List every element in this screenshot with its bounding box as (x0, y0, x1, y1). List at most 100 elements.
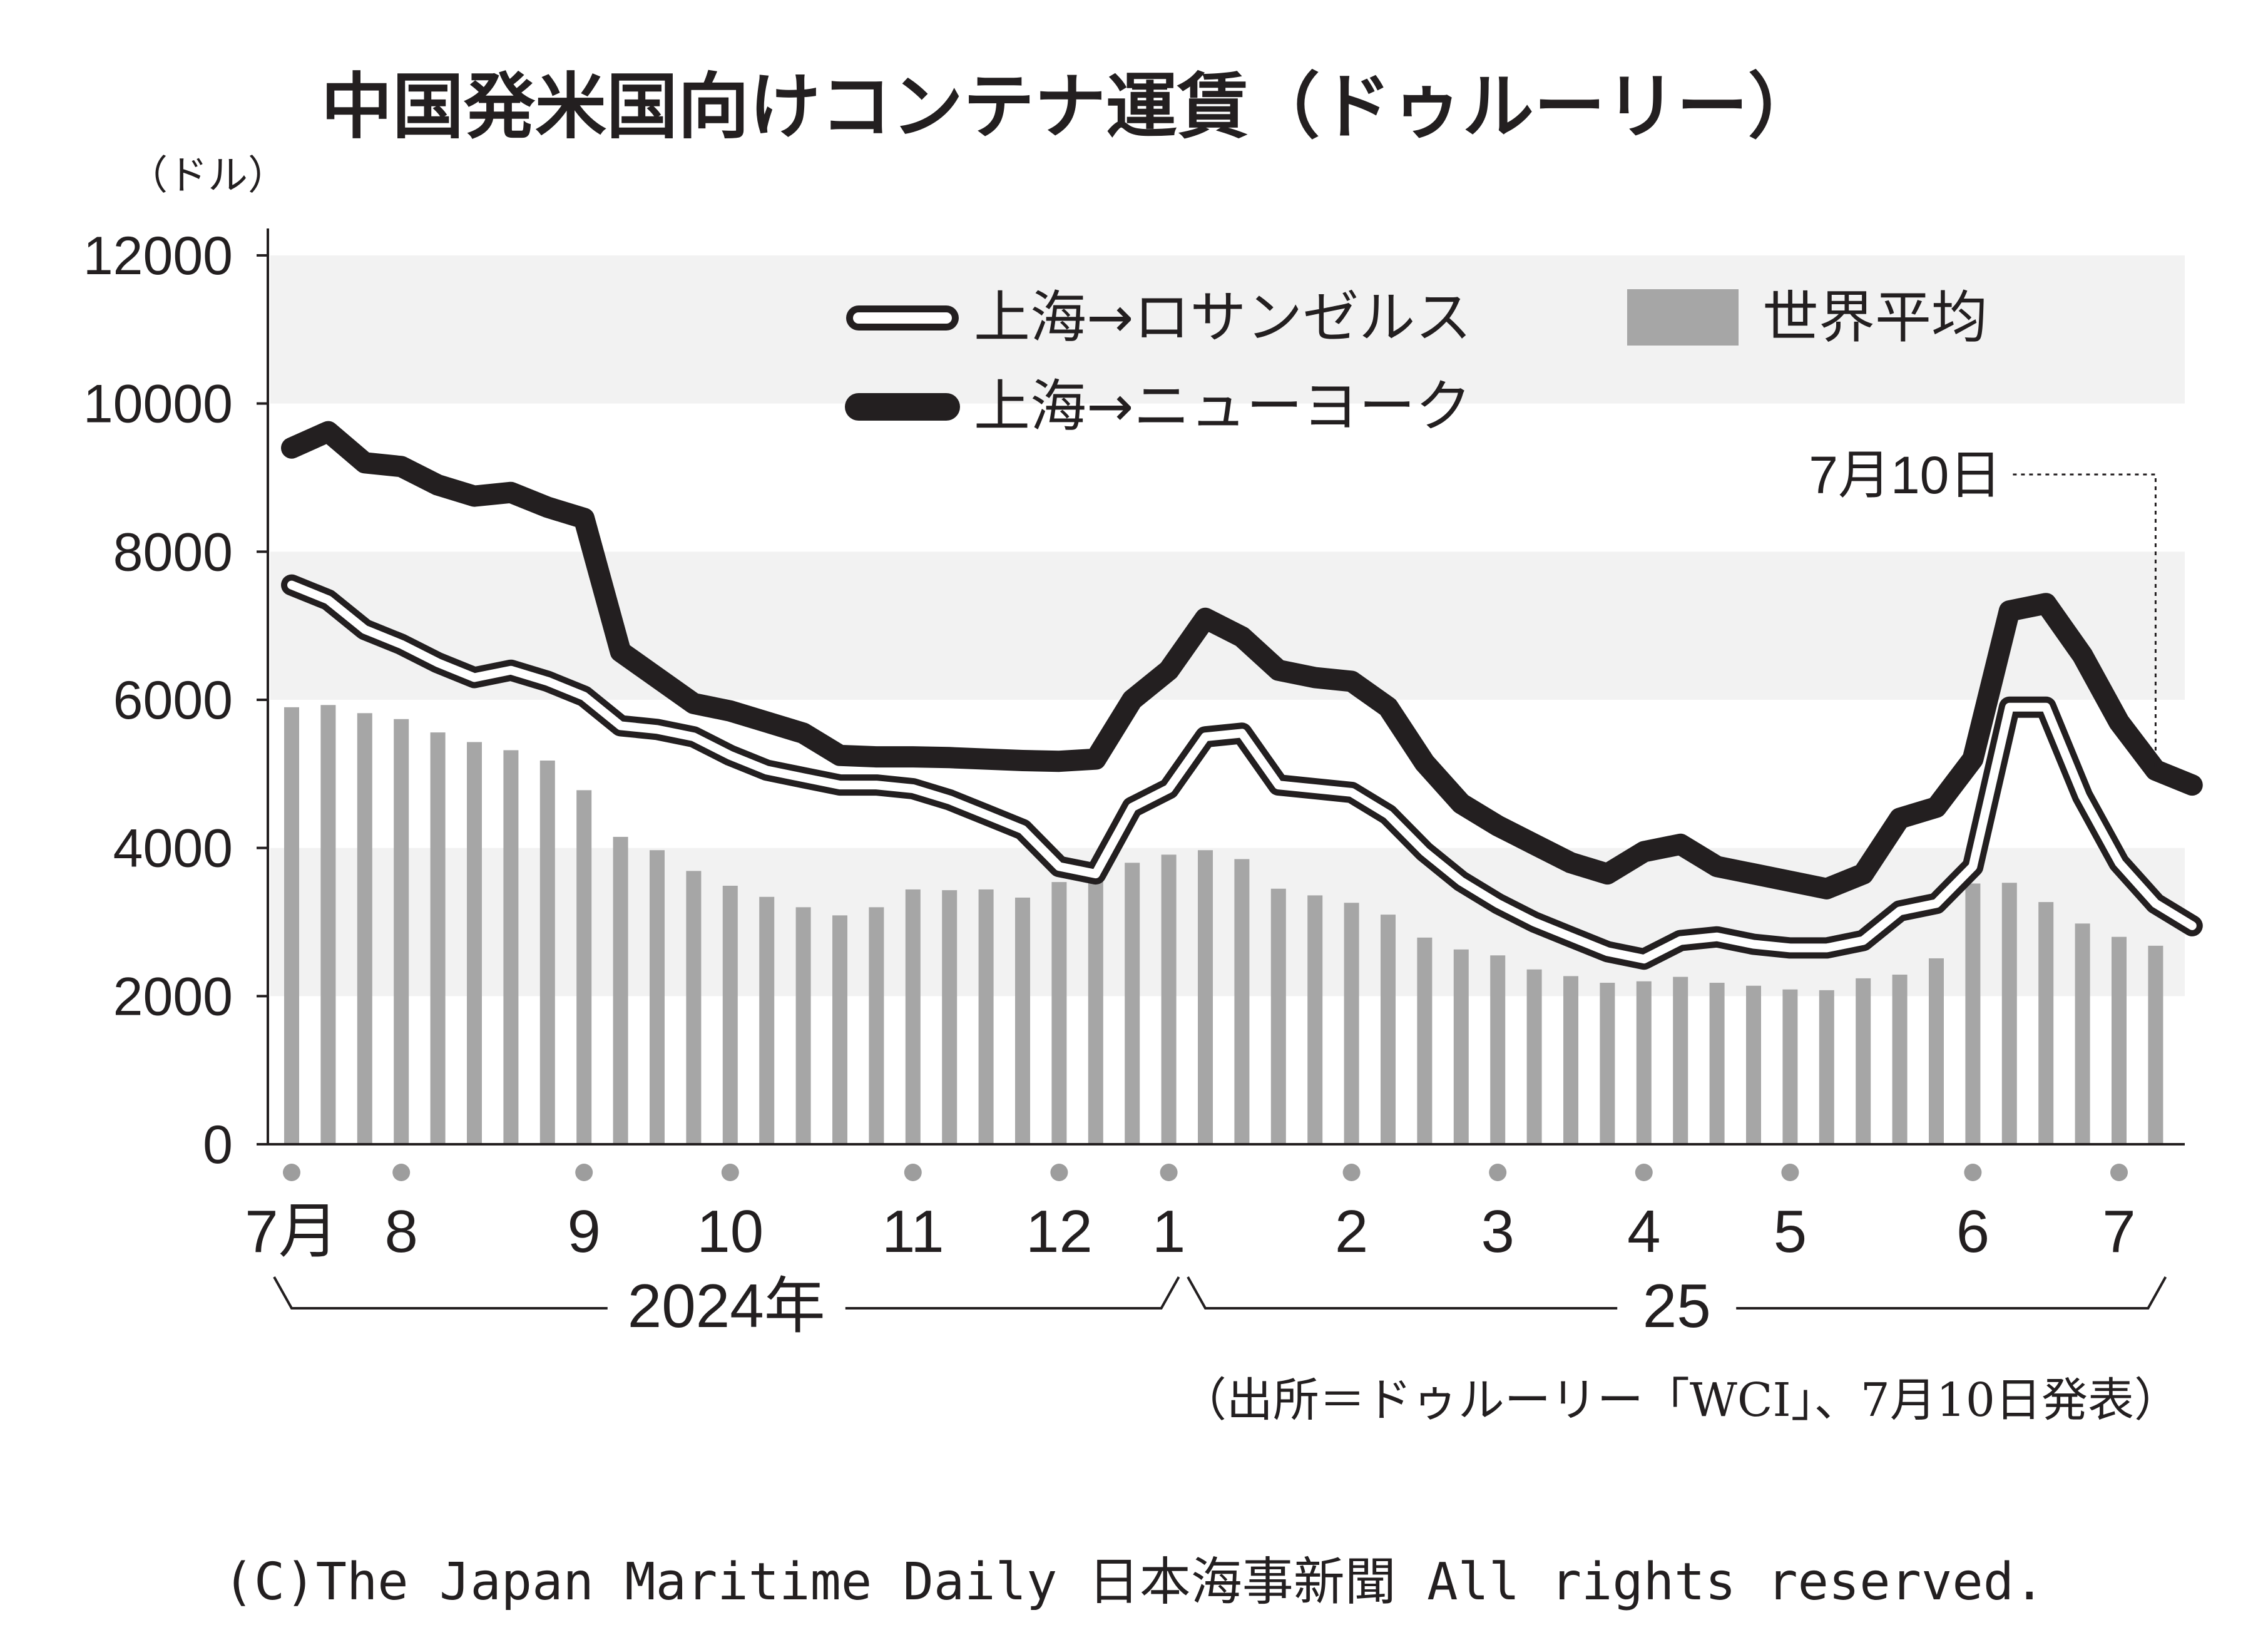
bar (1161, 854, 1177, 1144)
bar (613, 836, 628, 1144)
bar (1417, 937, 1433, 1144)
month-dot (1160, 1164, 1178, 1181)
bar (2001, 883, 2017, 1144)
legend: 上海→ロサンゼルス 上海→ニューヨーク 世界平均 (845, 285, 1988, 439)
month-label: 4 (1627, 1198, 1660, 1265)
annotation-label: 7月10日 (1809, 446, 2001, 505)
bar (1088, 880, 1103, 1144)
month-dot (721, 1164, 739, 1181)
bar (1344, 903, 1359, 1144)
bar (467, 742, 482, 1144)
month-dot (1635, 1164, 1653, 1181)
bar (1270, 888, 1286, 1144)
bar (795, 907, 811, 1144)
legend-label-la: 上海→ロサンゼルス (974, 285, 1471, 351)
month-label: 10 (697, 1198, 764, 1265)
bar (1673, 976, 1688, 1144)
month-dot (1964, 1164, 1982, 1181)
bar (1929, 958, 1944, 1144)
month-label: 12 (1026, 1198, 1093, 1265)
bar (722, 886, 738, 1144)
bar (1563, 976, 1578, 1144)
month-dot (904, 1164, 922, 1181)
bar (1856, 978, 1871, 1144)
bar (1600, 983, 1615, 1144)
year-label: 25 (1643, 1271, 1711, 1340)
month-label: 1 (1152, 1198, 1185, 1265)
annotation-date: 7月10日 (1809, 446, 2157, 773)
bar (1453, 949, 1469, 1144)
bar (832, 915, 847, 1144)
month-label: 9 (568, 1198, 601, 1265)
bar (284, 707, 299, 1144)
bar (1709, 983, 1725, 1144)
y-tick-label: 8000 (113, 522, 233, 582)
bar (978, 889, 994, 1144)
month-dot (2110, 1164, 2128, 1181)
legend-swatch-world (1627, 289, 1739, 346)
year-label: 2024年 (628, 1271, 825, 1340)
bar (503, 750, 519, 1144)
bar (650, 850, 665, 1144)
legend-label-world: 世界平均 (1762, 285, 1988, 351)
bar (759, 896, 775, 1144)
bar (1234, 859, 1250, 1144)
bar (1307, 895, 1323, 1144)
bar (1526, 969, 1542, 1144)
y-tick-label: 10000 (83, 374, 233, 434)
line-la (287, 580, 2197, 964)
y-axis-ticks: 0 2000 4000 6000 8000 10000 12000 (83, 226, 268, 1175)
bar (1965, 883, 1981, 1144)
source-note: （出所＝ドゥルーリー「WCI」、7月10日発表） (1180, 1373, 2180, 1427)
bar-series-world-average (284, 705, 2163, 1144)
bar (1746, 985, 1761, 1144)
y-tick-label: 12000 (83, 226, 233, 286)
bar (1490, 955, 1506, 1144)
line-series (281, 421, 2203, 970)
bar (2112, 936, 2127, 1144)
bar (2038, 902, 2054, 1144)
grid-band (270, 255, 2185, 404)
bar (1782, 989, 1798, 1144)
y-tick-label: 4000 (113, 819, 233, 879)
y-tick-label: 6000 (113, 670, 233, 730)
bar (2075, 923, 2090, 1144)
y-tick-label: 2000 (113, 966, 233, 1027)
month-dot (575, 1164, 593, 1181)
bar (320, 705, 336, 1144)
legend-label-ny: 上海→ニューヨーク (974, 374, 1471, 439)
bar (1015, 897, 1030, 1144)
year-groups: 2024年 25 (273, 1271, 2167, 1340)
month-dot (1781, 1164, 1799, 1181)
copyright: (C)The Japan Maritime Daily 日本海事新聞 All r… (223, 1552, 2045, 1612)
month-dot (392, 1164, 411, 1181)
bar (539, 761, 555, 1144)
bar (2148, 945, 2163, 1144)
bar (1125, 863, 1140, 1144)
month-label: 7 (2102, 1198, 2135, 1265)
month-dot (1342, 1164, 1361, 1181)
y-tick-label: 0 (203, 1115, 233, 1175)
bar (430, 732, 446, 1144)
chart-title: 中国発米国向けコンテナ運賃（ドゥルーリー） (321, 65, 1819, 148)
month-label: 3 (1481, 1198, 1515, 1265)
year-bracket (1187, 1276, 2167, 1310)
month-dot (1489, 1164, 1507, 1181)
month-label: 8 (385, 1198, 418, 1265)
bar (942, 890, 958, 1144)
bar (1198, 850, 1213, 1144)
bar (576, 790, 592, 1144)
month-dot (283, 1164, 300, 1181)
x-axis-ticks: 7月 8 9 10 11 12 1 2 3 4 5 6 7 (245, 1164, 2136, 1265)
bar (869, 907, 884, 1144)
month-label: 11 (882, 1198, 944, 1265)
bar (1892, 975, 1908, 1144)
bar (1819, 990, 1834, 1144)
month-dot (1050, 1164, 1068, 1181)
month-label: 7月 (245, 1198, 338, 1265)
bar (1051, 882, 1067, 1144)
month-label: 6 (1956, 1198, 1990, 1265)
bar (905, 889, 921, 1144)
bar (1636, 981, 1652, 1144)
